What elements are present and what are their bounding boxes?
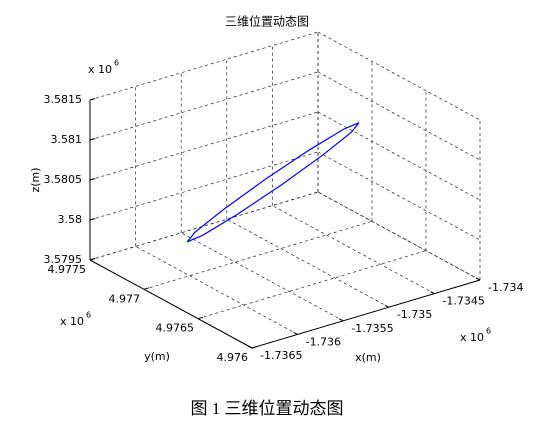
x-tick	[430, 291, 435, 295]
grid-line	[181, 232, 344, 322]
grid-line	[89, 191, 319, 261]
z-tick-label: 3.5815	[44, 93, 83, 106]
grid-line	[197, 250, 427, 320]
trajectory-line	[186, 122, 360, 243]
y-tick-label: 4.9765	[156, 322, 195, 335]
x-tick-label: -1.7345	[442, 295, 484, 308]
y-tick	[89, 258, 96, 261]
z-multiplier: x 10	[88, 63, 112, 76]
y-tick	[197, 316, 204, 320]
grid-line	[89, 111, 319, 181]
grid-line	[317, 191, 481, 281]
y-tick	[251, 346, 258, 349]
z-axis-label: z(m)	[29, 167, 42, 192]
y-tick-label: 4.976	[217, 351, 249, 364]
y-multiplier: x 10	[60, 315, 84, 328]
z-tick	[89, 218, 96, 221]
x-tick-label: -1.734	[488, 281, 523, 294]
grid-line	[226, 218, 389, 308]
grid-line	[89, 31, 319, 101]
z-tick	[89, 98, 96, 101]
x-axis-label: x(m)	[355, 351, 381, 364]
x-tick	[475, 277, 481, 281]
grid-line	[317, 71, 481, 161]
x-multiplier: x 10	[460, 331, 484, 344]
grid-line	[317, 151, 481, 241]
y-tick	[143, 287, 150, 290]
z-tick	[89, 178, 96, 181]
z-tick	[89, 138, 96, 141]
grid-line	[317, 31, 481, 121]
z-multiplier-exponent: 6	[114, 59, 119, 68]
x-tick	[247, 345, 253, 349]
grid-line	[135, 246, 298, 335]
chart-title: 三维位置动态图	[225, 14, 309, 29]
grid-line	[89, 71, 319, 141]
z-tick-label: 3.5795	[44, 253, 83, 266]
x-tick	[293, 331, 298, 335]
x-multiplier-exponent: 6	[486, 327, 491, 336]
y-axis-line	[89, 259, 253, 349]
y-tick-label: 4.9775	[48, 263, 87, 276]
y-tick-label: 4.977	[109, 292, 141, 305]
x-tick	[338, 318, 344, 322]
x-tick-label: -1.7365	[260, 349, 302, 362]
z-tick-label: 3.58	[58, 213, 83, 226]
x-tick-label: -1.7355	[351, 322, 393, 335]
figure-caption: 图 1 三维位置动态图	[191, 399, 344, 418]
grid-line	[272, 205, 435, 294]
x-axis-line	[251, 279, 481, 349]
z-tick-label: 3.581	[51, 133, 83, 146]
y-axis-label: y(m)	[144, 350, 170, 363]
x-tick	[384, 304, 390, 308]
y-multiplier-exponent: 6	[86, 311, 91, 320]
grid-line	[317, 111, 481, 201]
x-tick-label: -1.736	[306, 335, 341, 348]
grid-line	[89, 151, 319, 221]
x-tick-label: -1.735	[397, 308, 432, 321]
grid-line	[143, 220, 373, 290]
z-tick-label: 3.5805	[44, 173, 83, 186]
